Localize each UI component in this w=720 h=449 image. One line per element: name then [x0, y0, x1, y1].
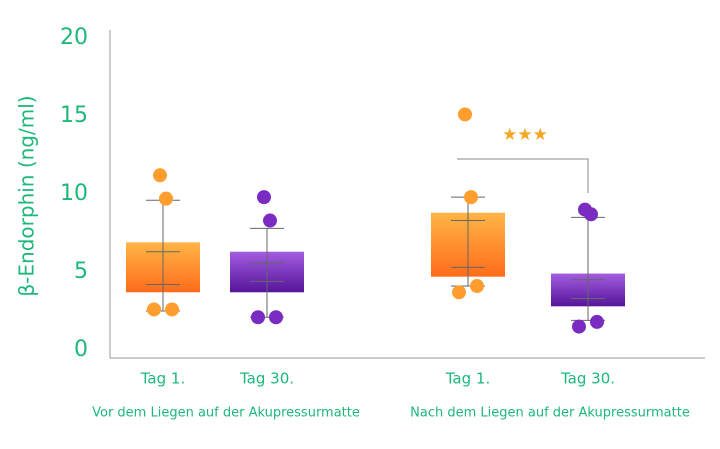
- y-tick-label: 20: [60, 25, 88, 50]
- data-point: [470, 279, 484, 294]
- y-axis-label: β-Endorphin (ng/ml): [15, 95, 39, 296]
- category-label: Tag 30.: [239, 370, 294, 388]
- data-point: [464, 190, 478, 205]
- data-point: [269, 310, 283, 325]
- data-point: [165, 302, 179, 317]
- data-point: [147, 302, 161, 317]
- category-label: Tag 1.: [445, 370, 490, 388]
- group-label: Vor dem Liegen auf der Akupressurmatte: [92, 406, 360, 421]
- data-point: [584, 207, 598, 222]
- y-tick-label: 0: [74, 337, 88, 362]
- data-point: [153, 168, 167, 183]
- category-label: Tag 1.: [140, 370, 185, 388]
- group-label: Nach dem Liegen auf der Akupressurmatte: [410, 406, 690, 421]
- y-tick-label: 5: [74, 259, 88, 284]
- data-point: [251, 310, 265, 325]
- data-point: [263, 213, 277, 228]
- data-point: [159, 191, 173, 206]
- category-label: Tag 30.: [560, 370, 615, 388]
- data-point: [572, 319, 586, 334]
- data-point: [590, 314, 604, 329]
- significance-bracket: [457, 158, 589, 193]
- data-point: [452, 285, 466, 300]
- y-tick-label: 10: [60, 181, 88, 206]
- data-point: [257, 190, 271, 205]
- significance-stars: ★★★: [502, 125, 548, 145]
- data-point: [458, 107, 472, 122]
- y-tick-label: 15: [60, 103, 88, 128]
